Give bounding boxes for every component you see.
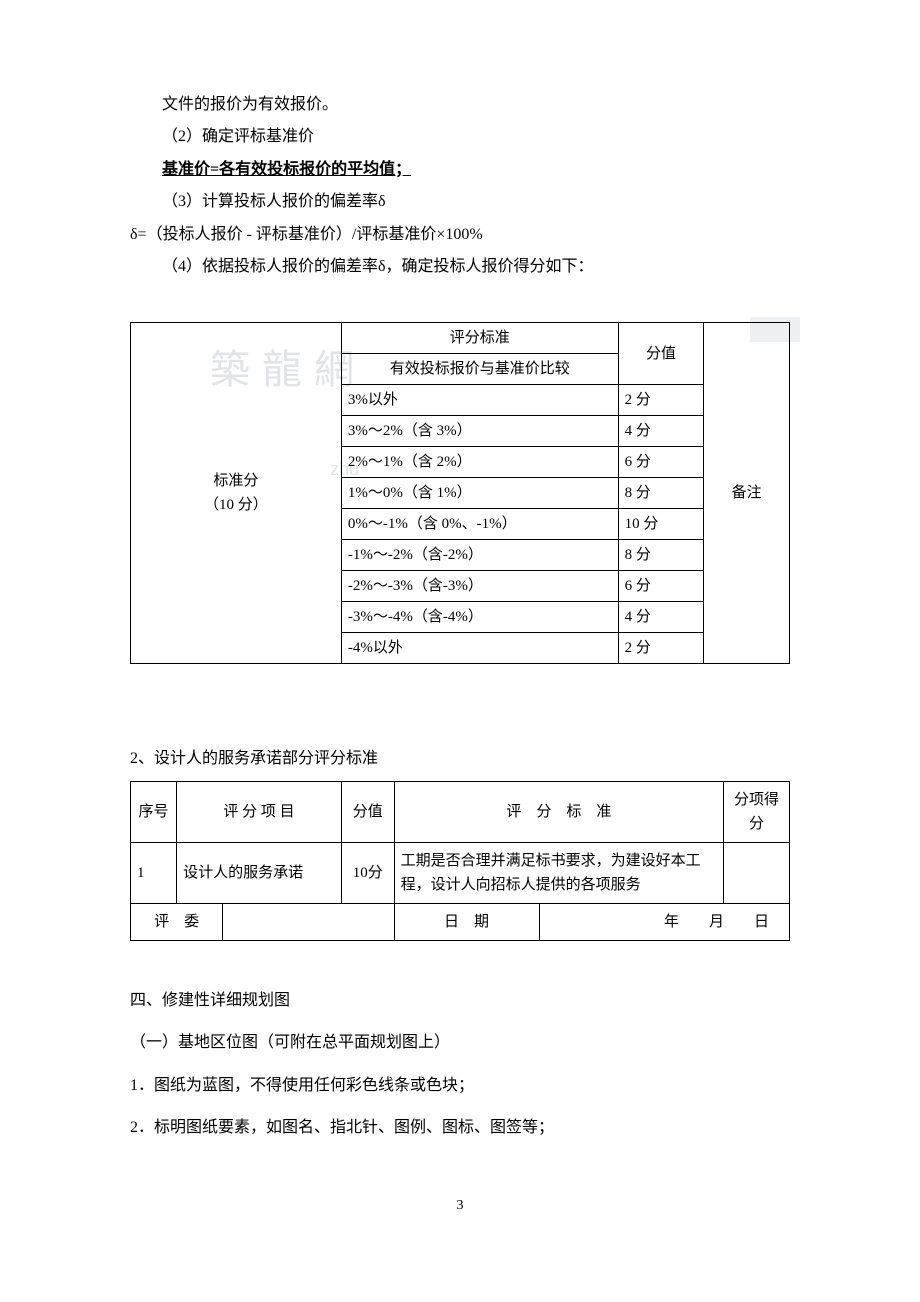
page-number: 3 (130, 1193, 790, 1220)
table1-col-standard: 标准分 （10 分） (131, 323, 342, 664)
paragraph-formula-base: 基准价=各有效投标报价的平均值； (130, 155, 790, 185)
paragraph-formula-delta: δ=（投标人报价 - 评标基准价）/评标基准价×100% (130, 220, 790, 250)
scoring-table: 标准分 （10 分） 评分标准 分值 备注 有效投标报价与基准价比较 3%以外2… (130, 322, 790, 664)
table1-header-sub: 有效投标报价与基准价比较 (341, 354, 618, 385)
table-row: 1 设计人的服务承诺 10分 工期是否合理并满足标书要求，为建设好本工程，设计人… (131, 842, 790, 903)
section4-item2: 2．标明图纸要素，如图名、指北针、图例、图标、图签等； (130, 1113, 790, 1143)
section4-sub: （一）基地区位图（可附在总平面规划图上） (130, 1028, 790, 1058)
t2-h-subscore: 分项得分 (724, 781, 790, 842)
table1-container: 築龍網 zhu 标准分 （10 分） 评分标准 分值 备注 有效投标报价与基准价… (130, 322, 790, 664)
table1-header-note: 备注 (704, 323, 790, 664)
paragraph-step3: （3）计算投标人报价的偏差率δ (130, 187, 790, 217)
paragraph-step2: （2）确定评标基准价 (130, 122, 790, 152)
t2-h-item: 评 分 项 目 (177, 781, 342, 842)
t2-h-standard: 评 分 标 准 (394, 781, 723, 842)
service-table: 序号 评 分 项 目 分值 评 分 标 准 分项得分 1 设计人的服务承诺 10… (130, 781, 790, 941)
table-footer-row: 评 委 日 期 年 月 日 (131, 903, 790, 940)
paragraph-step4: （4）依据投标人报价的偏差率δ，确定投标人报价得分如下： (130, 252, 790, 282)
t2-h-seq: 序号 (131, 781, 177, 842)
t2-h-score: 分值 (341, 781, 394, 842)
table1-header-score: 分值 (618, 323, 704, 385)
table1-header-mid: 评分标准 (341, 323, 618, 354)
section4-title: 四、修建性详细规划图 (130, 986, 790, 1016)
paragraph-valid-quote: 文件的报价为有效报价。 (130, 90, 790, 120)
section2-title: 2、设计人的服务承诺部分评分标准 (130, 744, 790, 774)
section4-item1: 1．图纸为蓝图，不得使用任何彩色线条或色块； (130, 1071, 790, 1101)
